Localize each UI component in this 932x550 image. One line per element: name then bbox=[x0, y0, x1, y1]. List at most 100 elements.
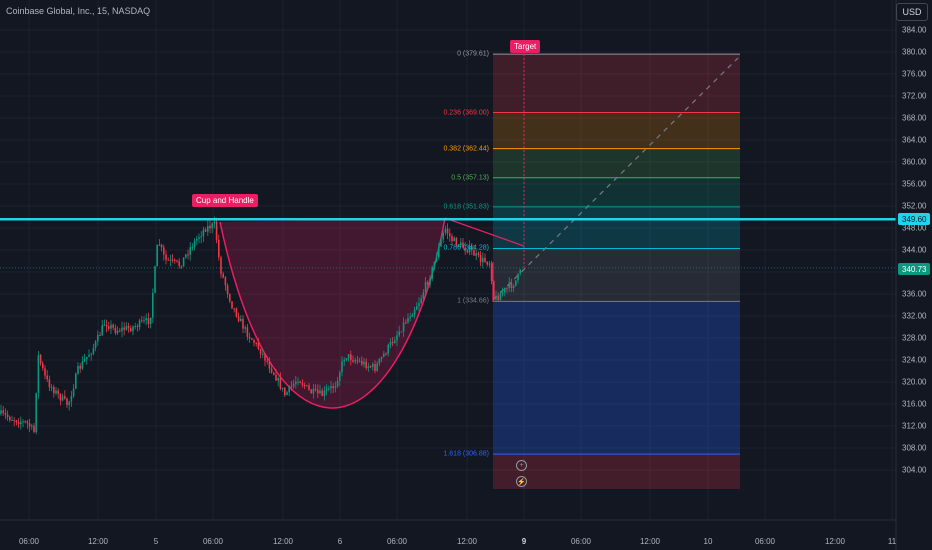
candle-body bbox=[229, 294, 231, 302]
candle-body bbox=[130, 328, 132, 332]
candle-body bbox=[319, 390, 321, 394]
candle-body bbox=[347, 354, 350, 359]
candle-body bbox=[321, 390, 323, 396]
price-tick: 328.00 bbox=[902, 333, 927, 343]
candle-body bbox=[266, 360, 268, 363]
candle-body bbox=[86, 356, 88, 360]
candle-body bbox=[299, 381, 301, 383]
candle-body bbox=[317, 389, 319, 394]
time-tick: 12:00 bbox=[824, 537, 846, 546]
candle-body bbox=[244, 327, 246, 329]
add-icon[interactable]: + bbox=[516, 460, 527, 471]
candle-body bbox=[185, 254, 187, 258]
candle-body bbox=[171, 259, 174, 261]
candle-body bbox=[15, 420, 18, 423]
candle-body bbox=[350, 354, 352, 361]
target-label[interactable]: Target bbox=[510, 40, 541, 53]
candle-body bbox=[156, 244, 158, 267]
candle-body bbox=[44, 368, 46, 376]
candle-body bbox=[226, 285, 229, 295]
candle-body bbox=[312, 388, 315, 394]
candle-body bbox=[292, 383, 295, 387]
candle-body bbox=[519, 270, 521, 274]
candle-body bbox=[275, 374, 277, 381]
candle-body bbox=[273, 372, 275, 375]
candle-body bbox=[176, 260, 178, 262]
candle-body bbox=[281, 387, 284, 389]
candle-body bbox=[462, 242, 464, 248]
candle-body bbox=[9, 417, 11, 421]
candle-body bbox=[123, 327, 125, 330]
candle-body bbox=[264, 353, 266, 361]
candle-body bbox=[99, 334, 101, 336]
fib-level-label: 0.236 (369.00) bbox=[443, 109, 489, 116]
candle-body bbox=[77, 366, 79, 374]
candle-body bbox=[193, 240, 196, 248]
candle-body bbox=[446, 228, 449, 234]
candle-body bbox=[37, 355, 40, 393]
candle-body bbox=[455, 237, 458, 246]
price-tick: 336.00 bbox=[902, 289, 927, 299]
candle-body bbox=[506, 287, 508, 289]
currency-button[interactable]: USD bbox=[896, 3, 928, 21]
candle-body bbox=[138, 320, 141, 328]
time-tick: 6 bbox=[337, 537, 343, 546]
candle-body bbox=[116, 330, 119, 334]
candle-body bbox=[512, 285, 515, 288]
price-tick: 360.00 bbox=[902, 157, 927, 167]
candle-body bbox=[374, 364, 376, 371]
candle-body bbox=[420, 298, 422, 304]
candle-body bbox=[442, 232, 444, 240]
candle-body bbox=[110, 324, 112, 329]
candle-body bbox=[136, 326, 139, 328]
lightning-icon[interactable]: ⚡ bbox=[516, 476, 527, 487]
fib-level-label: 0.5 (357.13) bbox=[451, 174, 489, 182]
candle-body bbox=[68, 401, 70, 406]
candle-body bbox=[83, 359, 86, 362]
candle-body bbox=[0, 410, 2, 414]
time-tick: 06:00 bbox=[386, 537, 408, 546]
price-tick: 356.00 bbox=[902, 179, 927, 189]
cup-curve bbox=[219, 217, 446, 409]
candle-body bbox=[61, 396, 64, 401]
candle-body bbox=[334, 386, 337, 388]
candle-body bbox=[235, 308, 238, 317]
candle-body bbox=[427, 282, 429, 285]
candle-body bbox=[418, 303, 420, 307]
candle-body bbox=[255, 342, 257, 344]
candle-body bbox=[284, 387, 286, 396]
candle-body bbox=[409, 316, 411, 318]
candle-body bbox=[429, 278, 431, 285]
fib-zone bbox=[493, 248, 740, 302]
price-tick: 332.00 bbox=[902, 311, 927, 321]
candle-body bbox=[493, 281, 495, 300]
candle-body bbox=[108, 326, 110, 329]
price-tick: 344.00 bbox=[902, 245, 927, 255]
fib-level-label: 0.382 (362.44) bbox=[443, 145, 489, 153]
candle-body bbox=[178, 261, 180, 266]
candle-body bbox=[262, 353, 264, 355]
candle-body bbox=[460, 242, 462, 246]
candlesticks bbox=[0, 216, 521, 435]
price-tick: 380.00 bbox=[902, 47, 927, 57]
candle-body bbox=[398, 331, 400, 336]
candle-body bbox=[343, 359, 345, 362]
candle-body bbox=[132, 326, 134, 332]
candle-body bbox=[402, 322, 405, 332]
candle-body bbox=[405, 322, 407, 324]
price-tick: 372.00 bbox=[902, 91, 927, 101]
candle-body bbox=[114, 327, 117, 334]
candle-body bbox=[103, 324, 106, 326]
candle-body bbox=[468, 246, 471, 253]
fib-level-label: 0.618 (351.83) bbox=[443, 203, 489, 211]
candle-body bbox=[477, 253, 480, 256]
candle-body bbox=[248, 336, 251, 339]
cup-and-handle-label[interactable]: Cup and Handle bbox=[192, 194, 258, 207]
candle-body bbox=[22, 421, 24, 423]
candle-body bbox=[325, 389, 328, 391]
candle-body bbox=[220, 257, 222, 275]
candle-body bbox=[288, 385, 290, 393]
candle-body bbox=[433, 261, 436, 267]
candle-body bbox=[26, 421, 29, 424]
